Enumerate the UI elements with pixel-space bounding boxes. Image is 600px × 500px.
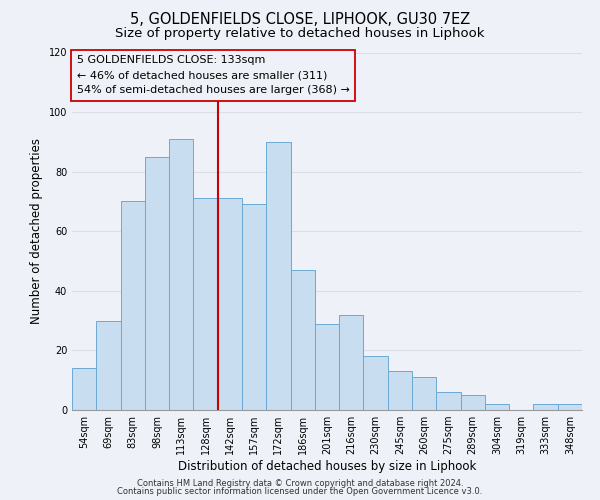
Text: Contains public sector information licensed under the Open Government Licence v3: Contains public sector information licen… — [118, 487, 482, 496]
Text: Size of property relative to detached houses in Liphook: Size of property relative to detached ho… — [115, 26, 485, 40]
Bar — [558, 404, 582, 410]
Bar — [461, 395, 485, 410]
Bar — [169, 139, 193, 410]
Bar — [388, 372, 412, 410]
Bar — [290, 270, 315, 410]
Bar — [533, 404, 558, 410]
Text: 5, GOLDENFIELDS CLOSE, LIPHOOK, GU30 7EZ: 5, GOLDENFIELDS CLOSE, LIPHOOK, GU30 7EZ — [130, 12, 470, 28]
Bar — [266, 142, 290, 410]
Bar — [485, 404, 509, 410]
Bar — [364, 356, 388, 410]
Bar — [436, 392, 461, 410]
Bar — [96, 320, 121, 410]
Y-axis label: Number of detached properties: Number of detached properties — [30, 138, 43, 324]
Bar — [412, 377, 436, 410]
Bar — [242, 204, 266, 410]
Text: 5 GOLDENFIELDS CLOSE: 133sqm
← 46% of detached houses are smaller (311)
54% of s: 5 GOLDENFIELDS CLOSE: 133sqm ← 46% of de… — [77, 56, 350, 95]
Bar — [193, 198, 218, 410]
Bar — [339, 314, 364, 410]
Bar — [72, 368, 96, 410]
X-axis label: Distribution of detached houses by size in Liphook: Distribution of detached houses by size … — [178, 460, 476, 473]
Bar — [218, 198, 242, 410]
Bar — [315, 324, 339, 410]
Bar — [121, 202, 145, 410]
Text: Contains HM Land Registry data © Crown copyright and database right 2024.: Contains HM Land Registry data © Crown c… — [137, 478, 463, 488]
Bar — [145, 157, 169, 410]
